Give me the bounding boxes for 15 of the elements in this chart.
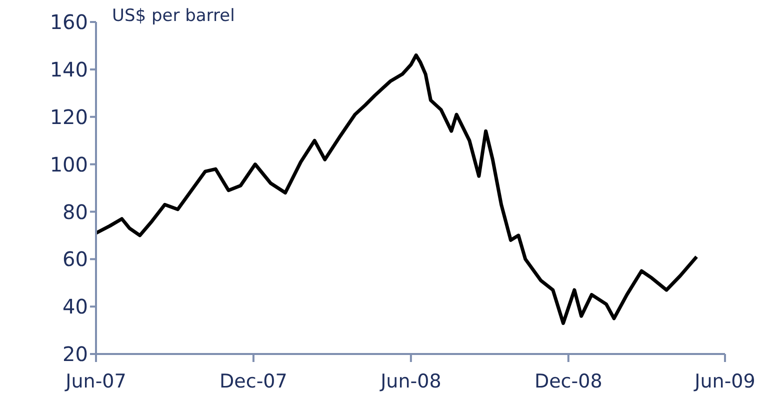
y-tick-label: 60: [62, 247, 88, 272]
y-tick-label: 20: [62, 342, 88, 366]
x-tick-label: Dec-07: [220, 370, 288, 392]
y-tick-label: 160: [50, 10, 88, 34]
x-tick-label: Jun-09: [694, 370, 756, 392]
y-tick-label: 100: [50, 152, 88, 176]
y-axis-title: US$ per barrel: [112, 6, 235, 26]
line-series: [96, 53, 698, 325]
y-tick-label: 120: [50, 104, 88, 129]
x-tick-label: Jun-08: [380, 370, 442, 392]
y-tick-label: 40: [62, 294, 88, 319]
x-tick-label: Jun-07: [64, 370, 126, 392]
y-tick-label: 140: [50, 58, 88, 82]
y-tick-label: 80: [62, 200, 88, 224]
x-tick-label: Dec-08: [534, 370, 602, 392]
